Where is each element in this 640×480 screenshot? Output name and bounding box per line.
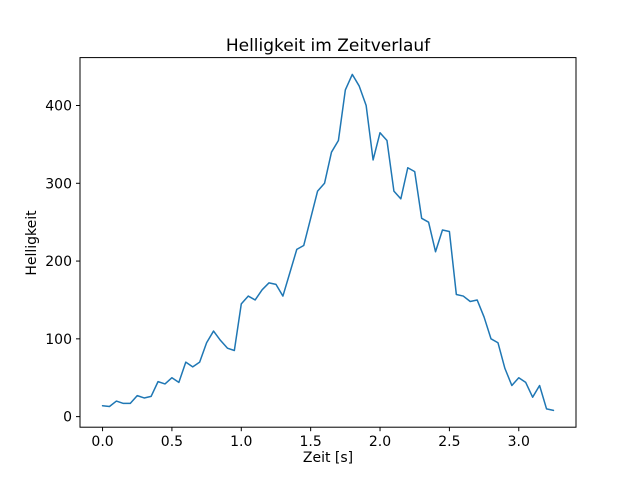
x-tick-label: 1.0 bbox=[230, 434, 252, 450]
x-tick-label: 0.0 bbox=[91, 434, 113, 450]
x-tick-label: 3.0 bbox=[508, 434, 530, 450]
data-series-line bbox=[101, 73, 555, 412]
chart-title: Helligkeit im Zeitverlauf bbox=[225, 36, 431, 56]
y-tick-label: 400 bbox=[45, 99, 72, 115]
y-tick-label: 100 bbox=[45, 332, 72, 348]
y-axis-label: Helligkeit bbox=[24, 210, 40, 276]
x-tick-label: 2.5 bbox=[438, 434, 460, 450]
y-tick-label: 200 bbox=[45, 254, 72, 270]
x-tick-label: 1.5 bbox=[300, 434, 322, 450]
axes-frame bbox=[79, 57, 577, 428]
x-axis-label: Zeit [s] bbox=[302, 450, 354, 466]
x-tick-label: 2.0 bbox=[369, 434, 391, 450]
x-tick-label: 0.5 bbox=[161, 434, 183, 450]
y-tick-label: 0 bbox=[63, 410, 72, 426]
y-tick-label: 300 bbox=[45, 176, 72, 192]
